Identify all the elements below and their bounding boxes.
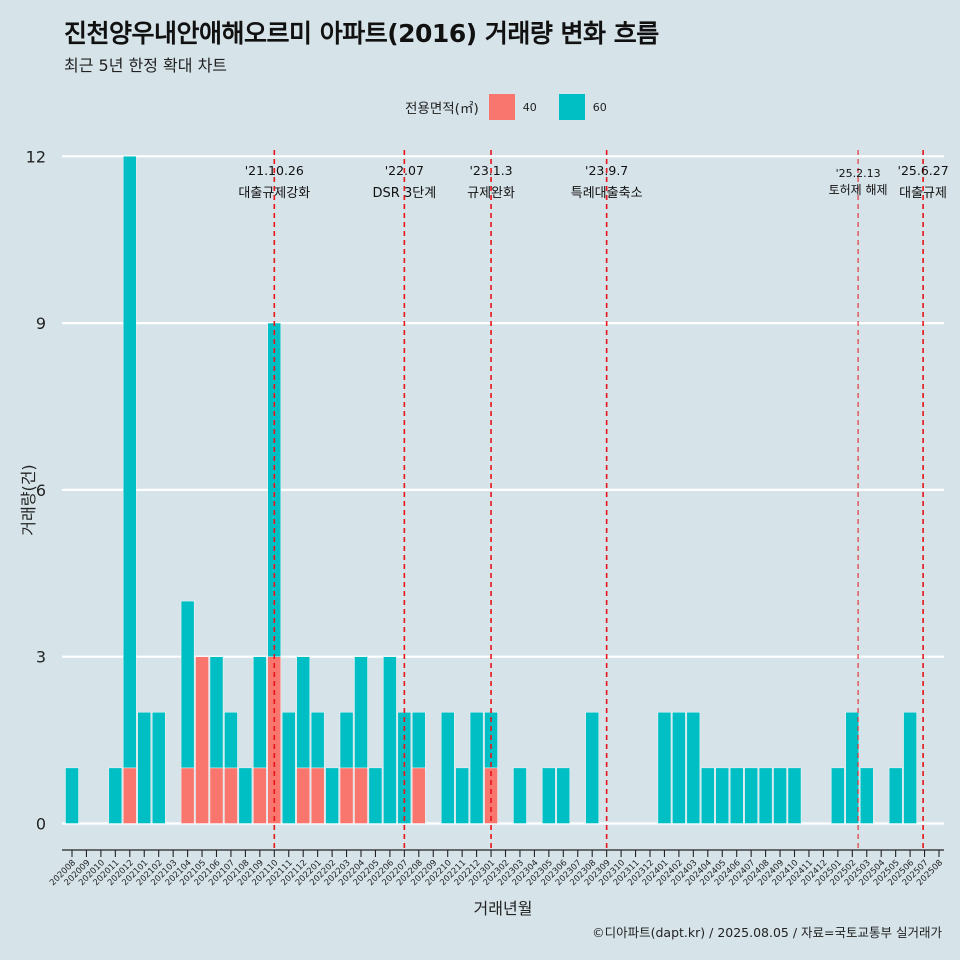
event-label: 대출규제강화 <box>238 186 310 201</box>
bar-60-202306 <box>556 767 570 824</box>
bar-60-202202 <box>325 767 339 824</box>
bar-40-202301 <box>484 767 498 824</box>
bar-40-202104 <box>180 767 195 824</box>
x-axis-title: 거래년월 <box>474 899 533 918</box>
bar-40-202107 <box>224 767 238 824</box>
y-tick-label: 6 <box>36 481 46 500</box>
bar-60-202212 <box>469 712 484 824</box>
bar-60-202402 <box>672 712 686 824</box>
legend: 전용면적(㎡) 40 60 <box>405 92 629 122</box>
bar-60-202305 <box>542 767 556 824</box>
bar-60-202204 <box>354 656 368 769</box>
event-label: 대출규제 <box>899 186 947 201</box>
bar-40-202109 <box>253 767 267 824</box>
bar-60-202407 <box>744 767 758 824</box>
bar-40-202112 <box>296 767 310 824</box>
bar-60-202210 <box>441 712 455 824</box>
bar-60-202502 <box>845 712 859 824</box>
event-date: '22.07 <box>385 163 424 178</box>
bar-40-202208 <box>412 767 426 824</box>
y-axis-title: 거래량(건) <box>19 464 38 535</box>
y-tick-label: 9 <box>36 314 46 333</box>
bar-60-202102 <box>151 712 166 824</box>
bar-60-202501 <box>831 767 845 824</box>
legend-label-60: 60 <box>592 100 607 114</box>
legend-label-40: 40 <box>522 100 537 114</box>
event-date: '21.10.26 <box>245 163 304 178</box>
bar-60-202503 <box>860 767 874 824</box>
bar-40-202203 <box>339 767 354 824</box>
bar-60-202203 <box>339 712 354 769</box>
bar-60-202208 <box>412 712 426 769</box>
bar-60-202108 <box>238 767 253 824</box>
event-date: '23.9.7 <box>585 163 628 178</box>
bar-60-202410 <box>787 767 802 824</box>
event-label: 규제완화 <box>467 186 515 201</box>
bar-60-202505 <box>888 767 903 824</box>
event-label: DSR 3단계 <box>373 186 437 201</box>
bar-60-202406 <box>730 767 744 824</box>
bar-60-202106 <box>209 656 224 769</box>
event-date: '25.2.13 <box>836 167 881 180</box>
bar-60-202012 <box>123 156 137 769</box>
bar-60-202506 <box>903 712 917 824</box>
bar-60-202206 <box>383 656 397 824</box>
bar-60-202409 <box>773 767 787 824</box>
event-label: 토허제 해제 <box>829 183 888 197</box>
bar-60-202211 <box>455 767 469 824</box>
event-label: 특례대출축소 <box>571 186 643 201</box>
bar-60-202107 <box>224 712 238 769</box>
bar-60-202008 <box>65 767 79 824</box>
y-tick-label: 3 <box>36 648 46 667</box>
legend-title: 전용면적(㎡) <box>405 101 479 117</box>
bar-60-202408 <box>758 767 773 824</box>
source-caption: ©디아파트(dapt.kr) / 2025.08.05 / 자료=국토교통부 실… <box>592 925 942 940</box>
y-tick-label: 0 <box>36 815 46 834</box>
bar-60-202405 <box>715 767 729 824</box>
bar-60-202104 <box>180 600 195 769</box>
bar-40-202106 <box>209 767 224 824</box>
bar-60-202205 <box>368 767 383 824</box>
bar-60-202112 <box>296 656 310 769</box>
bar-60-202011 <box>108 767 123 824</box>
bar-40-202012 <box>123 767 137 824</box>
bar-60-202308 <box>585 712 599 824</box>
event-date: '25.6.27 <box>898 163 949 178</box>
bar-60-202109 <box>253 656 267 769</box>
chart-title: 진천양우내안애해오르미 아파트(2016) 거래량 변화 흐름 <box>64 19 659 48</box>
bar-40-202105 <box>195 656 209 824</box>
y-tick-label: 12 <box>26 147 46 166</box>
legend-key-40 <box>488 94 515 120</box>
bar-60-202303 <box>513 767 527 824</box>
bar-60-202404 <box>701 767 715 824</box>
bar-60-202201 <box>310 712 325 769</box>
bar-60-202111 <box>282 712 296 824</box>
bar-60-202110 <box>267 322 281 657</box>
bar-40-202201 <box>310 767 325 824</box>
bar-60-202403 <box>686 712 701 824</box>
bar-60-202401 <box>657 712 672 824</box>
bar-40-202204 <box>354 767 368 824</box>
chart-subtitle: 최근 5년 한정 확대 차트 <box>64 56 228 75</box>
event-date: '23.1.3 <box>469 163 512 178</box>
bar-60-202101 <box>137 712 151 824</box>
legend-key-60 <box>558 94 585 120</box>
